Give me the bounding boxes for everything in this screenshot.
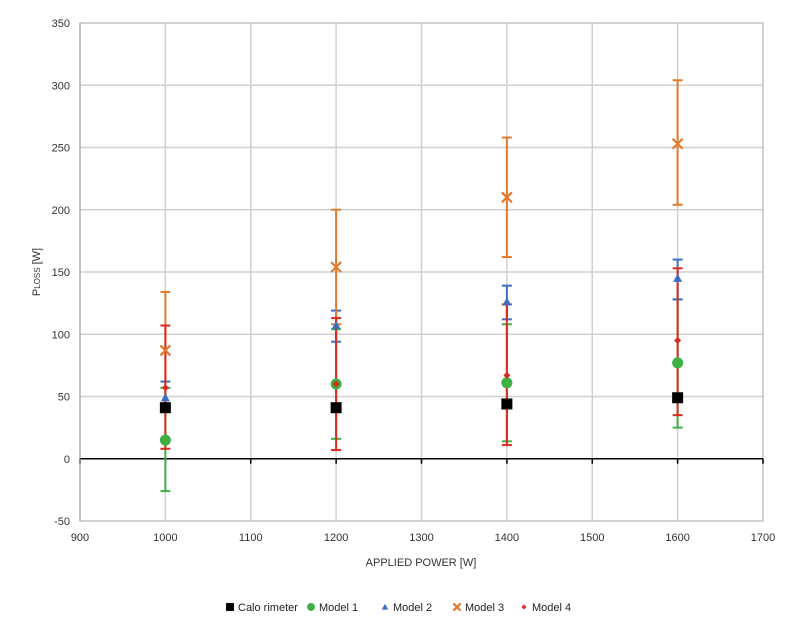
- y-tick-label: 250: [52, 143, 70, 155]
- y-tick-label: 350: [52, 18, 70, 30]
- legend-label: Calo rimeter: [238, 602, 298, 614]
- marker-diamond: [521, 604, 527, 610]
- legend-item: Calo rimeter: [226, 602, 298, 614]
- marker-diamond: [332, 380, 340, 388]
- y-axis-title: PLOSS [W]: [31, 248, 43, 296]
- marker-triangle: [331, 321, 341, 330]
- marker-triangle: [381, 603, 389, 610]
- marker-diamond: [674, 336, 682, 344]
- series-model-1: [159, 357, 684, 446]
- marker-triangle: [502, 297, 512, 306]
- y-tick-label: 300: [52, 80, 70, 92]
- y-tick-label: 100: [52, 329, 70, 341]
- marker-x: [452, 602, 462, 612]
- x-tick-label: 900: [71, 532, 89, 544]
- legend-item: Model 2: [381, 602, 432, 614]
- marker-square: [330, 402, 342, 414]
- x-tick-label: 1100: [239, 532, 263, 544]
- x-axis-title: APPLIED POWER [W]: [366, 557, 477, 569]
- marker-square: [672, 392, 684, 404]
- x-tick-label: 1000: [153, 532, 177, 544]
- x-tick-label: 1600: [665, 532, 689, 544]
- legend-label: Model 4: [532, 602, 571, 614]
- x-tick-label: 1300: [409, 532, 433, 544]
- legend-item: Model 1: [307, 602, 358, 614]
- y-tick-label: -50: [54, 516, 70, 528]
- y-tick-label: 200: [52, 205, 70, 217]
- y-tick-label: 150: [52, 267, 70, 279]
- marker-diamond: [161, 384, 169, 392]
- legend-label: Model 2: [393, 602, 432, 614]
- legend-item: Model 4: [521, 602, 571, 614]
- x-tick-label: 1500: [580, 532, 604, 544]
- marker-x: [671, 137, 684, 150]
- y-tick-label: 50: [58, 392, 70, 404]
- legend-label: Model 1: [319, 602, 358, 614]
- x-tick-label: 1200: [324, 532, 348, 544]
- series-model-3: [159, 137, 684, 357]
- marker-square: [159, 402, 171, 414]
- marker-square: [226, 603, 234, 611]
- marker-circle: [307, 603, 315, 611]
- x-tick-label: 1700: [751, 532, 775, 544]
- series-calo-rimeter: [159, 392, 684, 414]
- marker-x: [159, 344, 172, 357]
- tick-labels: 900 1000 1100 1200 1300 1400 1500 1600 1700 -50 0 5…: [52, 18, 776, 544]
- legend-item: Model 3: [452, 602, 504, 614]
- axes: [79, 22, 764, 522]
- marker-square: [501, 398, 513, 410]
- y-axis-title-unit: [W]: [31, 248, 43, 268]
- series-layer: [159, 79, 684, 493]
- marker-triangle: [673, 273, 683, 282]
- marker-circle: [501, 377, 513, 389]
- grid: [79, 22, 764, 522]
- y-tick-label: 0: [64, 454, 70, 466]
- y-axis-title-subscript: LOSS: [33, 267, 42, 288]
- x-tick-label: 1400: [495, 532, 519, 544]
- marker-circle: [159, 434, 171, 446]
- legend-label: Model 3: [465, 602, 504, 614]
- marker-triangle: [160, 393, 170, 402]
- y-axis-title-main: P: [31, 289, 43, 296]
- legend: Calo rimeter Model 1 Model 2 Model 3 Model 4: [226, 602, 571, 614]
- marker-x: [330, 261, 342, 273]
- series-model-2: [160, 273, 683, 402]
- series-model-4: [161, 336, 682, 392]
- marker-circle: [672, 357, 684, 369]
- marker-x: [501, 191, 513, 204]
- marker-diamond: [503, 371, 511, 379]
